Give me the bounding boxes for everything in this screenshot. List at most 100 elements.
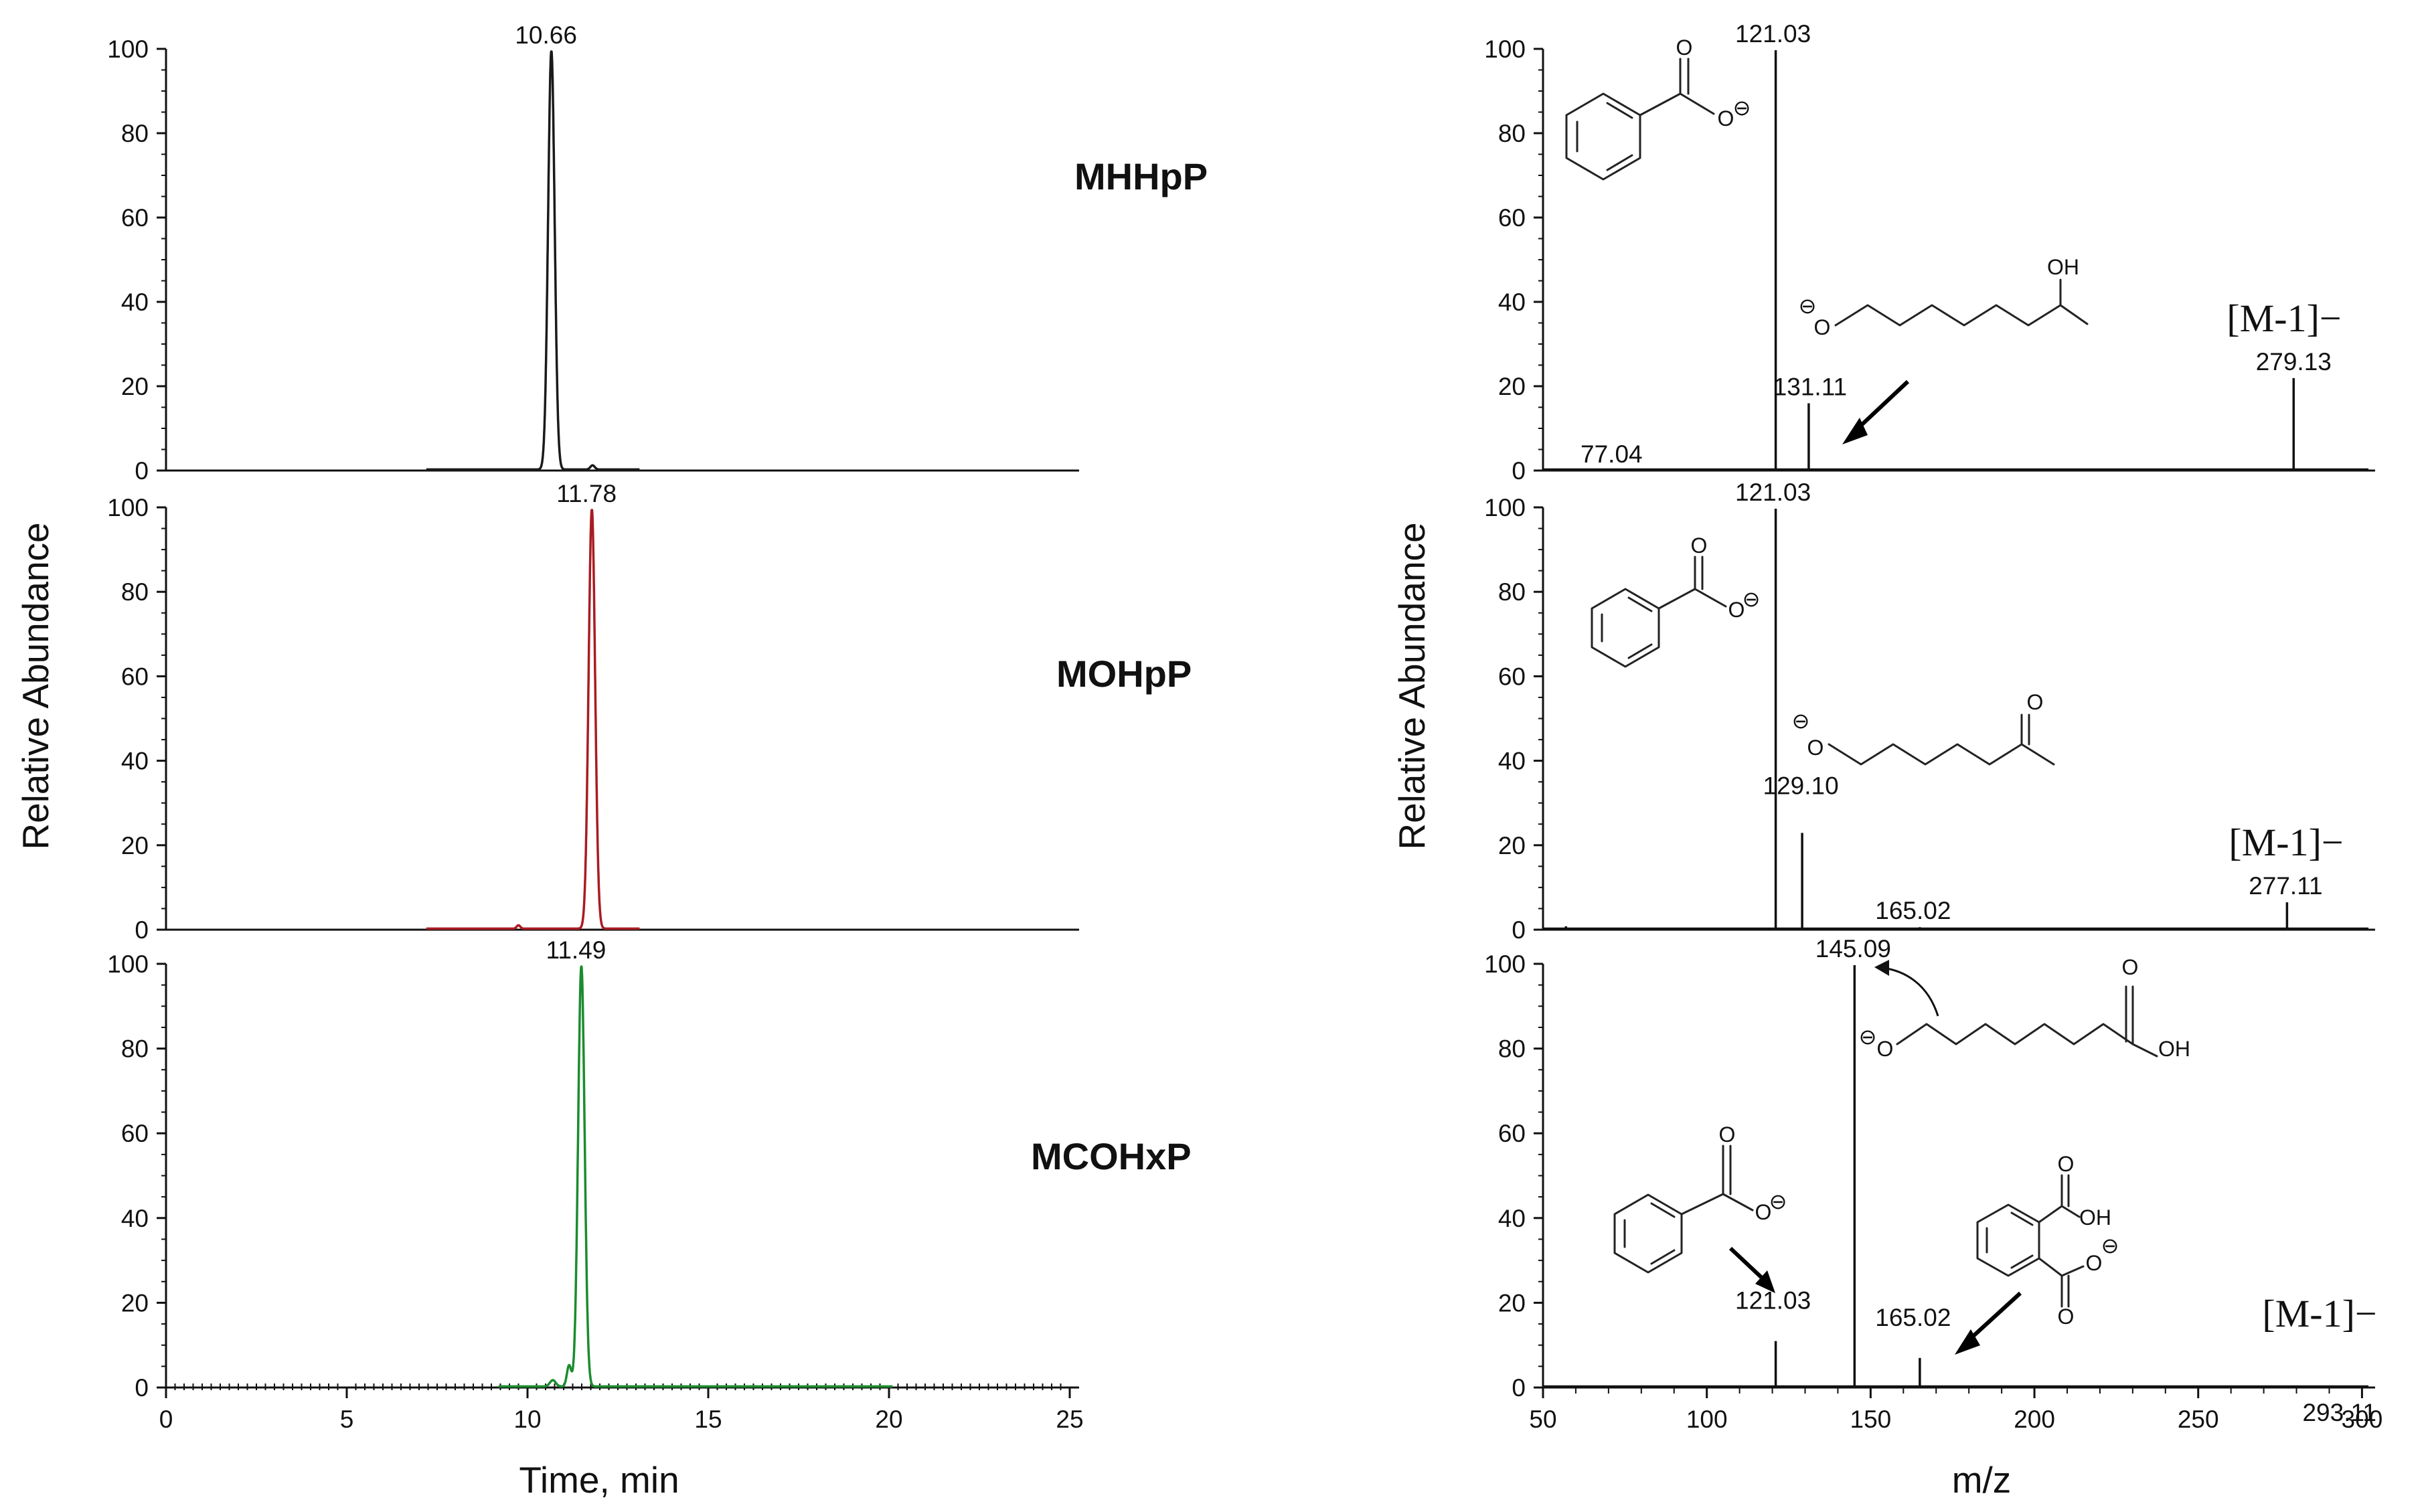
spec1-ytick-label-60: 60	[1498, 204, 1526, 232]
compound-label-mhhpp: MHHpP	[1074, 155, 1208, 197]
spec3-acid-oh: OH	[2158, 1037, 2190, 1061]
spec1-benz-charge: ⊖	[1733, 96, 1751, 120]
spec1-ytick-label-0: 0	[1512, 457, 1526, 485]
spec3-ytick-label-60: 60	[1498, 1120, 1526, 1147]
spec2-peak-label-165.02: 165.02	[1875, 897, 1951, 924]
spec1-ytick-label-40: 40	[1498, 288, 1526, 316]
spec1-alk-charge: ⊖	[1799, 294, 1817, 318]
spec1-ion-label: [M-1]−	[2226, 297, 2341, 340]
spec3-ytick-label-80: 80	[1498, 1035, 1526, 1063]
chrom2-ytick-label-0: 0	[135, 916, 149, 944]
chrom3-ytick-label-40: 40	[121, 1205, 149, 1232]
spec2-ytick-label-60: 60	[1498, 663, 1526, 690]
spec3-xtick-label-300: 300	[2342, 1406, 2383, 1433]
spec3-alk-charge: ⊖	[1859, 1025, 1877, 1049]
spec2-benz-o-lower: O	[1728, 598, 1745, 622]
spec3-xtick-label-200: 200	[2014, 1406, 2055, 1433]
spec2-benz-o-upper: O	[1691, 533, 1708, 558]
spec1-y-ticks: 0 20 40 60 80 100	[1484, 35, 1543, 485]
spec1-benz-o-lower: O	[1718, 106, 1734, 131]
chrom1-ytick-label-20: 20	[121, 373, 149, 400]
spec1-ytick-label-20: 20	[1498, 373, 1526, 400]
spec3-acid-o: O	[2122, 955, 2139, 979]
left-y-axis-title: Relative Abundance	[15, 522, 56, 849]
chrom1-ytick-label-100: 100	[107, 35, 149, 63]
chromatogram-panel-1: 0 20 40 60 80 100 10.66 MHHpP	[107, 21, 1208, 485]
spec1-alk-o: O	[1814, 315, 1831, 339]
chrom3-xtick-label-20: 20	[875, 1406, 902, 1433]
spec3-arrowhead-benzoate	[1755, 1270, 1775, 1293]
chrom3-xtick-label-5: 5	[340, 1406, 354, 1433]
spec3-xtick-label-100: 100	[1686, 1406, 1728, 1433]
chrom1-ytick-label-0: 0	[135, 457, 149, 485]
chrom3-xtick-label-15: 15	[694, 1406, 722, 1433]
spec3-benzoate-structure: O O ⊖	[1613, 1122, 1787, 1274]
spec3-phth-charge: ⊖	[2101, 1234, 2119, 1258]
spec3-alk-o: O	[1877, 1037, 1894, 1061]
spec3-x-ticks: 50 100 150 200 250 300	[1529, 1388, 2382, 1433]
chrom1-trace	[425, 50, 641, 471]
spec2-benz-charge: ⊖	[1743, 587, 1761, 611]
spec1-sticks: 77.04 121.03 131.11 279.13	[1543, 20, 2368, 471]
spec1-ytick-label-80: 80	[1498, 120, 1526, 147]
spec3-peak-label-165.02: 165.02	[1875, 1304, 1951, 1331]
spec2-ytick-label-40: 40	[1498, 748, 1526, 775]
spec2-alkoxide-structure: ⊖ O O	[1792, 690, 2055, 766]
spec2-ytick-label-80: 80	[1498, 578, 1526, 606]
spec1-peak-label-279.13: 279.13	[2256, 348, 2332, 375]
chrom2-ytick-label-40: 40	[121, 748, 149, 775]
chrom2-y-ticks: 0 20 40 60 80 100	[107, 494, 166, 944]
spec3-phth-o2: O	[2058, 1305, 2075, 1329]
spec2-alk-o-keto: O	[2027, 690, 2044, 714]
right-x-axis-title: m/z	[1952, 1459, 2012, 1501]
chrom2-ytick-label-20: 20	[121, 832, 149, 859]
chrom2-trace	[425, 509, 641, 930]
spec2-sticks: 121.03 129.10 165.02 277.11	[1543, 479, 2368, 930]
chrom1-y-ticks: 0 20 40 60 80 100	[107, 35, 166, 485]
spec2-benzoate-structure: O O ⊖	[1591, 533, 1761, 668]
chrom2-ytick-label-80: 80	[121, 578, 149, 606]
chrom3-xtick-label-0: 0	[159, 1406, 173, 1433]
chrom1-ytick-label-80: 80	[121, 120, 149, 147]
spec3-benz-o-lower: O	[1755, 1200, 1772, 1224]
chrom3-peak-label: 11.49	[546, 936, 606, 964]
spec2-ytick-label-100: 100	[1484, 494, 1526, 521]
left-x-axis-title: Time, min	[519, 1459, 679, 1501]
spec2-ytick-label-20: 20	[1498, 832, 1526, 859]
spec3-phth-o1: O	[2058, 1152, 2075, 1176]
spec2-ytick-label-0: 0	[1512, 916, 1526, 944]
spec3-phth-o3: O	[2086, 1251, 2103, 1275]
spec1-arrowhead	[1842, 418, 1868, 444]
spec2-peak-label-277.11: 277.11	[2249, 872, 2322, 900]
spec1-peak-label-77.04: 77.04	[1581, 440, 1643, 468]
chrom3-ytick-label-0: 0	[135, 1374, 149, 1402]
spec3-arrow-phthalate	[1965, 1291, 2022, 1344]
compound-label-mcohxp: MCOHxP	[1031, 1135, 1192, 1177]
spec3-xtick-label-150: 150	[1850, 1406, 1892, 1433]
chrom1-ytick-label-40: 40	[121, 288, 149, 316]
spec3-arrow-benzoate	[1728, 1246, 1766, 1282]
spec1-ytick-label-100: 100	[1484, 35, 1526, 63]
spec2-alk-o: O	[1807, 736, 1824, 760]
spec1-arrow	[1852, 380, 1910, 434]
spec2-peak-label-129.10: 129.10	[1763, 772, 1839, 799]
spectrum-panel-1: 0 20 40 60 80 100 77.04 121.03 131.11 279.13 O O…	[1484, 20, 2375, 485]
spec1-benz-o-upper: O	[1676, 35, 1693, 60]
spec3-ytick-label-100: 100	[1484, 950, 1526, 978]
chrom3-trace	[497, 965, 894, 1388]
spec1-alkoxide-structure: ⊖ O OH	[1799, 255, 2089, 339]
spec3-curved-arrowhead	[1874, 960, 1889, 976]
spec3-carboxy-alkoxide-structure: ⊖ O O OH	[1859, 955, 2190, 1061]
spec2-y-ticks: 0 20 40 60 80 100	[1484, 494, 1543, 944]
spec2-alk-charge: ⊖	[1792, 709, 1810, 733]
chrom2-peak-label: 11.78	[556, 480, 617, 507]
chrom1-ytick-label-60: 60	[121, 204, 149, 232]
spec3-ion-label: [M-1]−	[2262, 1292, 2376, 1335]
spec3-benz-o-upper: O	[1719, 1122, 1736, 1147]
spec1-peak-label-131.11: 131.11	[1773, 373, 1847, 401]
chromatogram-panel-2: 0 20 40 60 80 100 11.78 MOHpP	[107, 480, 1192, 944]
chrom3-ytick-label-20: 20	[121, 1289, 149, 1317]
